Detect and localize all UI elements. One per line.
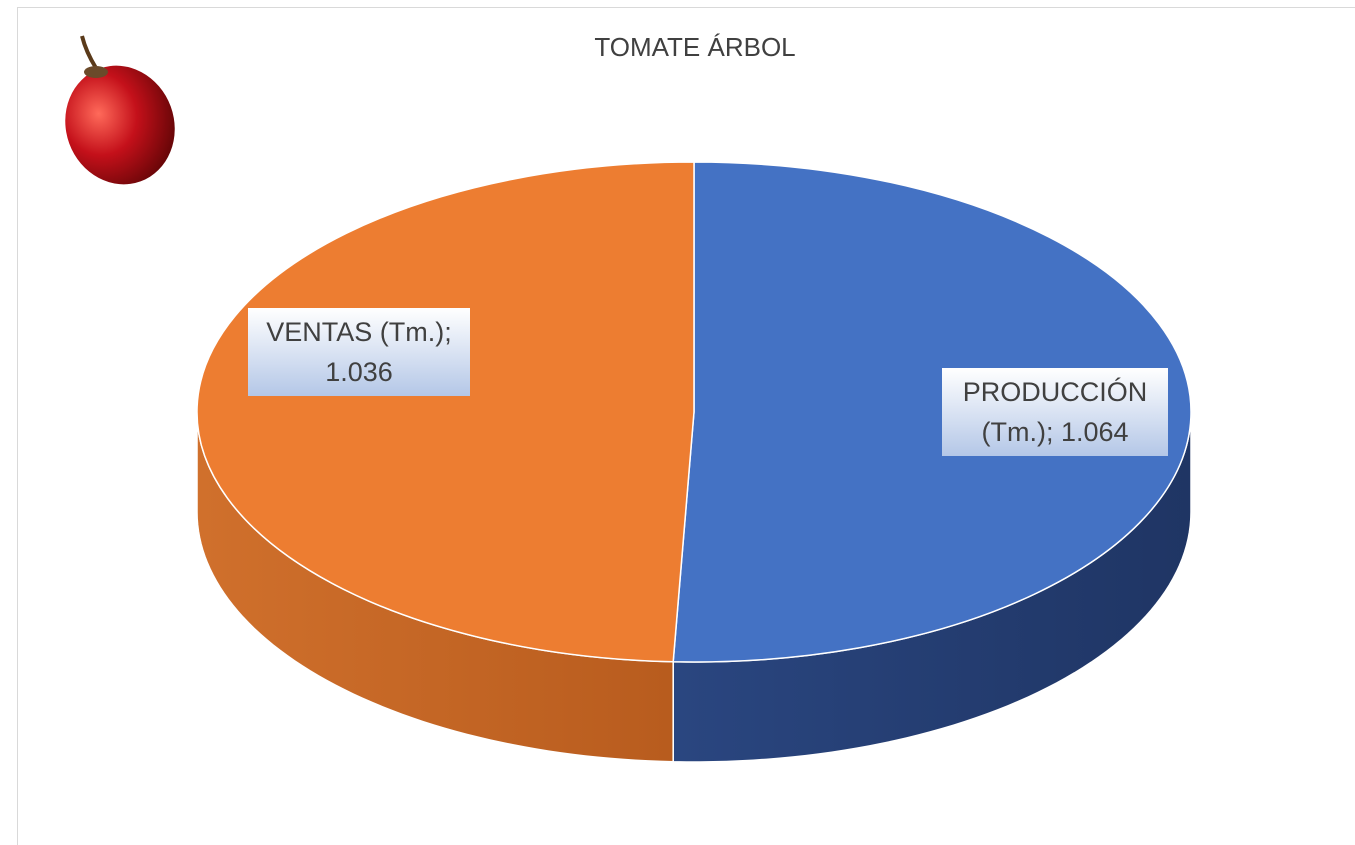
label-separator: ; [444, 317, 460, 347]
fruit-icon [65, 35, 175, 185]
label-value: 1.064 [1060, 417, 1129, 447]
label-separator: ; [1045, 417, 1061, 447]
label-category: VENTAS (Tm.) [266, 317, 445, 347]
label-value: 1.036 [325, 357, 393, 387]
pie-slice [672, 161, 1192, 663]
pie-slice [196, 161, 695, 663]
data-label: VENTAS (Tm.); 1.036 [248, 308, 470, 396]
data-label: PRODUCCIÓN (Tm.); 1.064 [942, 368, 1168, 456]
chart-title: TOMATE ÁRBOL [594, 32, 795, 62]
label-category: PRODUCCIÓN (Tm.) [962, 377, 1155, 447]
